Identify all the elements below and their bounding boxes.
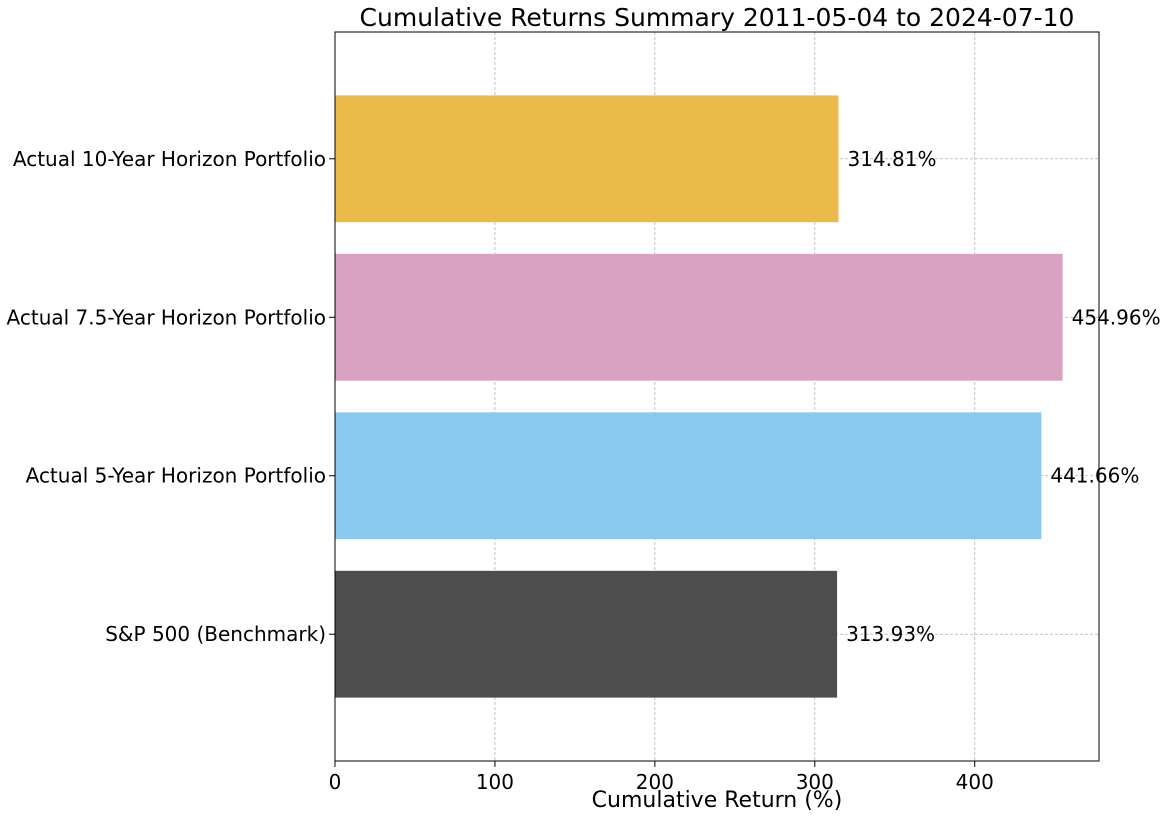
bar — [335, 95, 839, 223]
value-labels: 313.93% 441.66% 454.96% 314.81% — [846, 147, 1161, 646]
x-tick-label: 0 — [329, 770, 342, 794]
category-labels: S&P 500 (Benchmark) Actual 5-Year Horizon… — [7, 147, 335, 646]
category-label: S&P 500 (Benchmark) — [105, 622, 326, 646]
x-tick-label: 400 — [956, 770, 994, 794]
bar-value-label: 313.93% — [846, 622, 935, 646]
x-axis-title: Cumulative Return (%) — [592, 788, 843, 813]
x-tick-label: 300 — [796, 770, 834, 794]
bar — [335, 412, 1042, 540]
bar-value-label: 454.96% — [1072, 305, 1161, 329]
x-tick-label: 200 — [636, 770, 674, 794]
bars — [335, 95, 1063, 698]
bar — [335, 570, 838, 698]
x-tick-label: 100 — [476, 770, 514, 794]
bar — [335, 253, 1063, 381]
bar-value-label: 441.66% — [1050, 464, 1139, 488]
category-label: Actual 10-Year Horizon Portfolio — [13, 147, 326, 171]
x-ticks: 0 100 200 300 400 — [329, 761, 994, 794]
category-label: Actual 7.5-Year Horizon Portfolio — [7, 305, 326, 329]
category-label: Actual 5-Year Horizon Portfolio — [26, 464, 326, 488]
chart-title: Cumulative Returns Summary 2011-05-04 to… — [360, 3, 1075, 32]
bar-value-label: 314.81% — [847, 147, 936, 171]
plot-frame — [334, 31, 1100, 762]
